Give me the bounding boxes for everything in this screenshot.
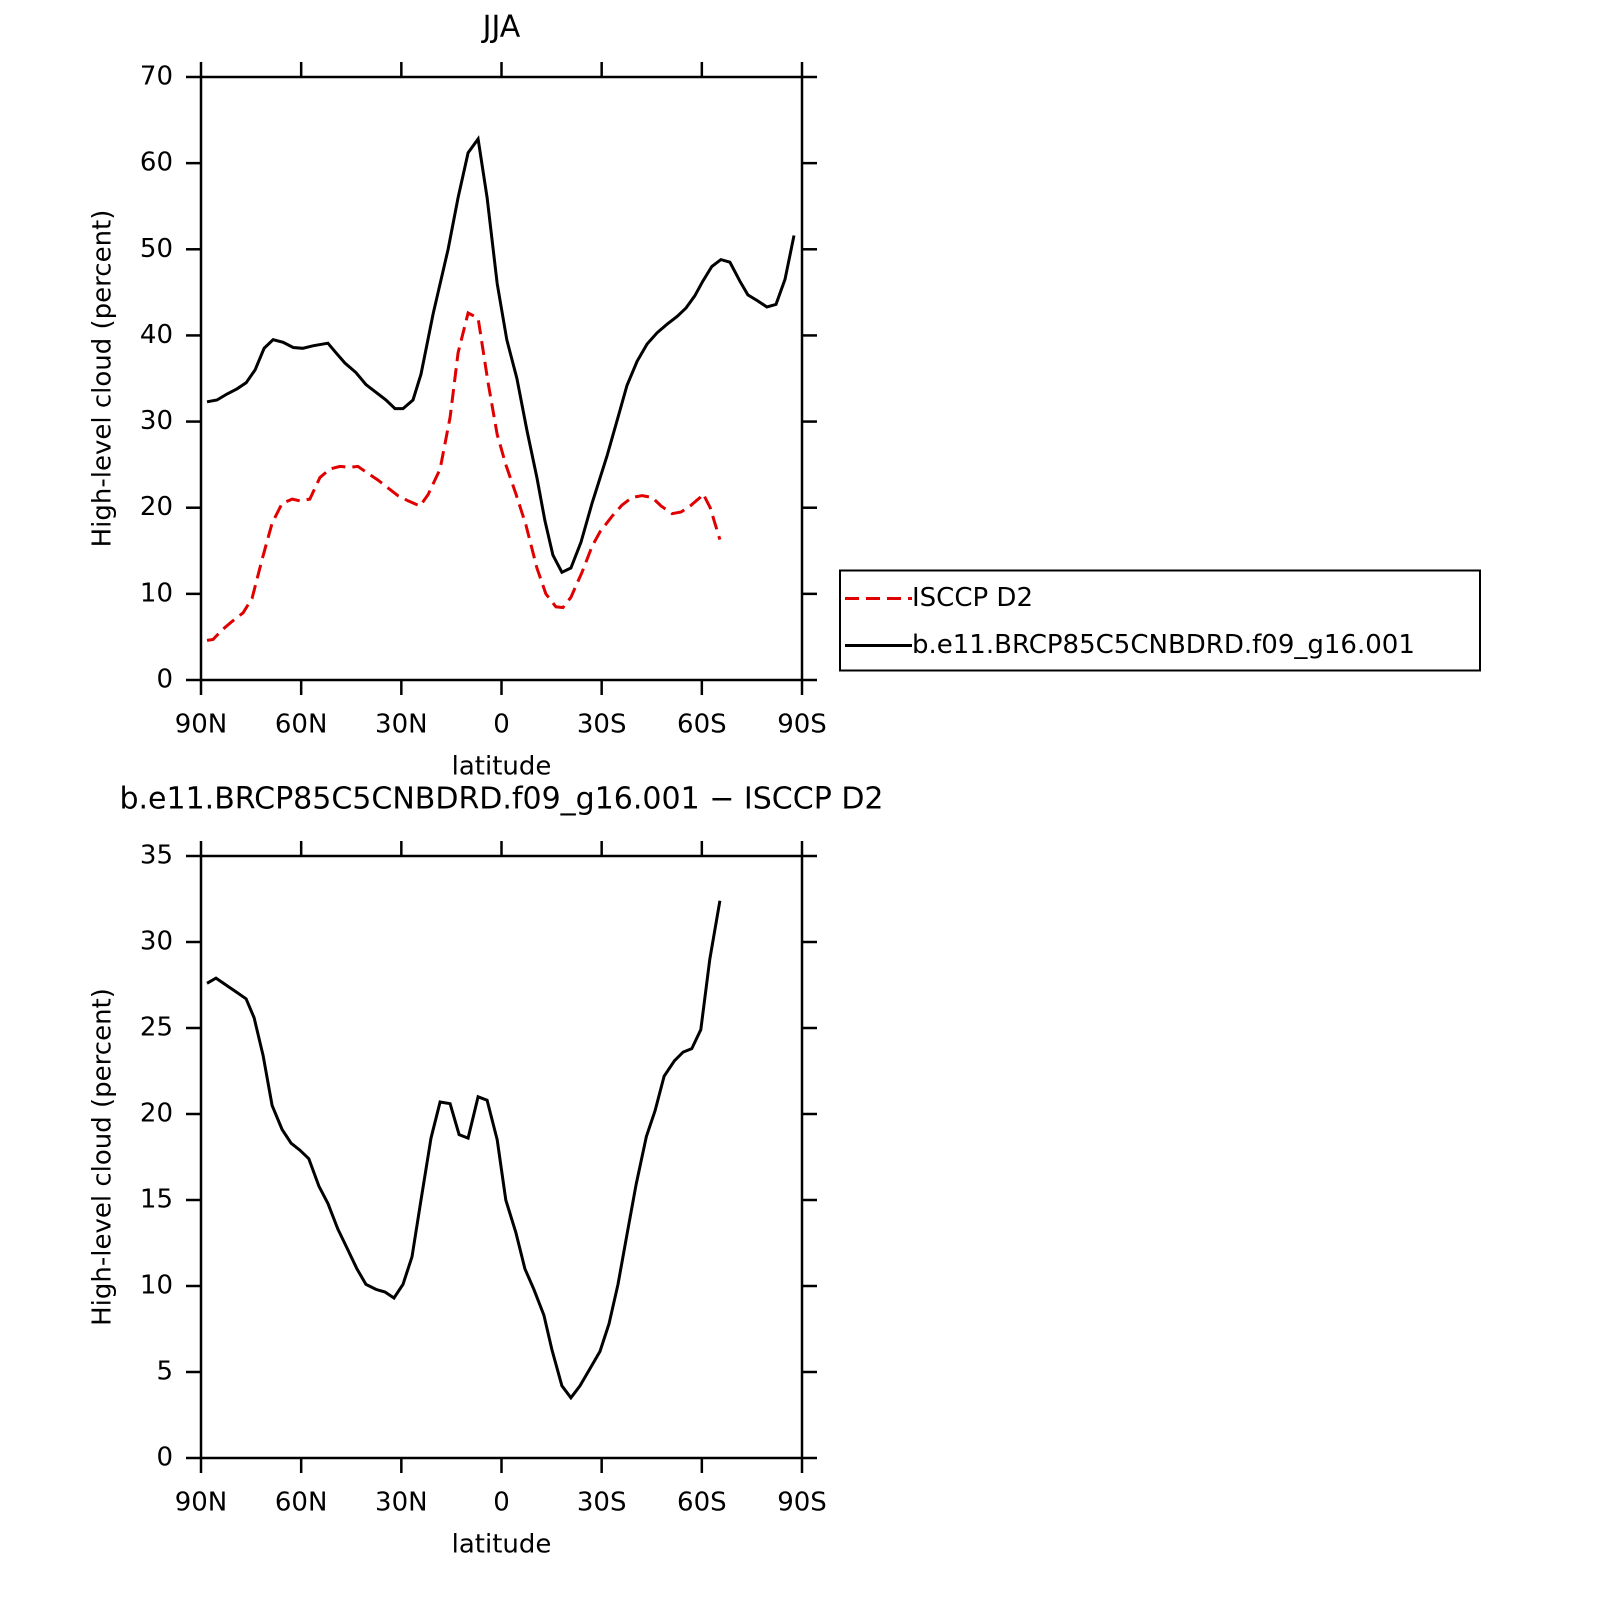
x-tick-label: 90N [175,1488,228,1518]
legend-box [839,569,1481,672]
y-tick-label: 15 [140,1185,173,1215]
chart-title: JJA [481,10,521,45]
y-tick-label: 0 [156,665,173,695]
x-tick-label: 30N [375,1488,428,1518]
y-tick-label: 10 [140,578,173,608]
plot-frame [199,75,804,682]
data-line [206,310,722,642]
y-axis-label: High-level cloud (percent) [88,988,118,1326]
y-tick-label: 25 [140,1013,173,1043]
x-tick-label: 30N [375,710,428,740]
x-axis-label: latitude [452,752,552,782]
chart-title: b.e11.BRCP85C5CNBDRD.f09_g16.001 − ISCCP… [119,782,883,817]
y-tick-label: 60 [140,148,173,178]
legend-label: ISCCP D2 [912,583,1033,613]
x-tick-label: 0 [493,710,510,740]
data-line [206,900,722,1401]
x-tick-label: 90S [777,1488,827,1518]
x-tick-label: 90N [175,710,228,740]
y-tick-label: 30 [140,927,173,957]
x-tick-label: 30S [577,710,627,740]
y-tick-label: 35 [140,841,173,871]
x-tick-label: 60N [275,1488,328,1518]
y-axis-label: High-level cloud (percent) [88,210,118,548]
y-tick-label: 70 [140,62,173,92]
x-axis-label: latitude [452,1530,552,1560]
x-tick-label: 90S [777,710,827,740]
x-tick-label: 60S [677,710,727,740]
y-tick-label: 20 [140,492,173,522]
y-tick-label: 0 [156,1443,173,1473]
x-tick-label: 30S [577,1488,627,1518]
data-line [206,135,796,575]
x-tick-label: 60S [677,1488,727,1518]
x-tick-label: 0 [493,1488,510,1518]
y-tick-label: 50 [140,234,173,264]
y-tick-label: 30 [140,406,173,436]
legend-label: b.e11.BRCP85C5CNBDRD.f09_g16.001 [912,630,1415,660]
x-tick-label: 60N [275,710,328,740]
y-tick-label: 20 [140,1099,173,1129]
y-tick-label: 10 [140,1271,173,1301]
y-tick-label: 5 [156,1357,173,1387]
y-tick-label: 40 [140,320,173,350]
